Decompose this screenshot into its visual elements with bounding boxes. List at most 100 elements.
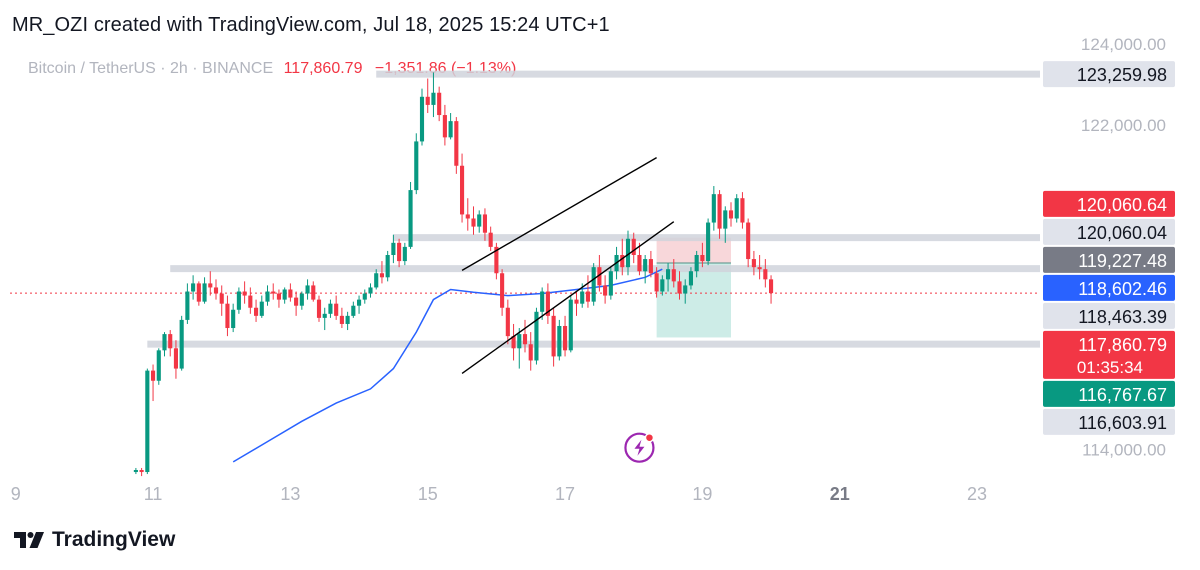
candle-body bbox=[459, 165, 465, 215]
candle-body bbox=[625, 238, 631, 268]
price-chart[interactable]: 114,000.00 122,000.00 124,000.00 123,259.9… bbox=[0, 0, 1200, 520]
candle bbox=[139, 467, 144, 477]
tradingview-brand[interactable]: TradingView bbox=[52, 528, 176, 551]
candle bbox=[625, 230, 631, 276]
candle bbox=[557, 319, 562, 361]
price-label-text: 119,227.48 bbox=[1078, 251, 1167, 271]
candle-body bbox=[202, 283, 207, 302]
x-tick-label: 21 bbox=[830, 484, 850, 504]
candle bbox=[271, 283, 276, 300]
footer: TradingView bbox=[14, 528, 175, 552]
candle-body bbox=[757, 267, 762, 270]
countdown-text: 01:35:34 bbox=[1077, 358, 1143, 377]
candle-body bbox=[522, 334, 528, 345]
candle bbox=[585, 275, 591, 308]
price-label-7: 116,767.67 bbox=[1043, 380, 1175, 407]
tradingview-logo-icon[interactable] bbox=[14, 530, 46, 550]
candle bbox=[517, 328, 522, 369]
candle-body bbox=[316, 299, 322, 318]
candle bbox=[500, 269, 505, 316]
candle bbox=[379, 261, 385, 284]
candle-body bbox=[139, 470, 144, 473]
candle-body bbox=[603, 285, 608, 296]
candle-body bbox=[288, 289, 293, 298]
candle bbox=[648, 250, 653, 278]
candle-body bbox=[711, 194, 716, 223]
candle bbox=[694, 250, 699, 278]
candle-body bbox=[494, 246, 499, 274]
candle bbox=[173, 340, 179, 379]
candle bbox=[723, 206, 728, 243]
candle bbox=[637, 242, 642, 276]
candle-body bbox=[591, 267, 596, 302]
candle-body bbox=[700, 255, 705, 262]
candle bbox=[574, 291, 579, 316]
candle bbox=[419, 88, 425, 146]
candle bbox=[339, 307, 344, 329]
candle bbox=[700, 242, 705, 268]
candle bbox=[191, 275, 196, 300]
candle-body bbox=[740, 198, 745, 223]
candle bbox=[768, 275, 774, 304]
candle-body bbox=[562, 325, 568, 351]
candle-body bbox=[265, 291, 270, 302]
candle-body bbox=[339, 315, 344, 324]
candle-body bbox=[608, 271, 613, 296]
candle bbox=[665, 263, 671, 292]
candle-body bbox=[574, 299, 579, 304]
candle-body bbox=[540, 291, 545, 312]
channel-lower-line bbox=[461, 221, 675, 375]
candle bbox=[351, 301, 356, 318]
candle-body bbox=[191, 283, 196, 292]
candle-body bbox=[276, 293, 282, 300]
candle-body bbox=[482, 214, 488, 233]
candle-body bbox=[763, 269, 768, 280]
candle-body bbox=[728, 210, 734, 219]
candle bbox=[751, 250, 756, 276]
candle-body bbox=[477, 214, 482, 227]
candle bbox=[294, 291, 299, 316]
candle-body bbox=[717, 194, 722, 229]
candle bbox=[471, 206, 476, 235]
candle-body bbox=[648, 259, 653, 274]
candle-body bbox=[505, 307, 510, 337]
candle bbox=[757, 255, 762, 280]
time-axis: 9 11 13 15 17 19 21 23 bbox=[11, 484, 987, 504]
candle-body bbox=[488, 232, 493, 247]
candle-body bbox=[150, 370, 156, 381]
candle-body bbox=[437, 92, 442, 116]
candle bbox=[362, 289, 367, 304]
candle-body bbox=[580, 291, 585, 304]
candle bbox=[437, 86, 442, 122]
candle bbox=[562, 315, 568, 357]
candle-body bbox=[471, 218, 476, 227]
candle-body bbox=[597, 267, 602, 286]
symbol-name[interactable]: Bitcoin / TetherUS · 2h · BINANCE bbox=[28, 60, 274, 77]
candle bbox=[654, 267, 659, 298]
candle-body bbox=[379, 273, 385, 278]
candle bbox=[442, 104, 447, 146]
price-labels: 123,259.98 120,060.64 120,060.04 119,227.48… bbox=[1043, 61, 1175, 435]
candle-body bbox=[282, 289, 287, 300]
candle bbox=[196, 281, 201, 306]
candle-body bbox=[677, 281, 682, 294]
candle-body bbox=[431, 92, 436, 105]
candle-body bbox=[448, 121, 453, 138]
candle bbox=[591, 263, 596, 306]
candle bbox=[505, 299, 510, 345]
price-label-text: 120,060.64 bbox=[1077, 195, 1167, 215]
candle bbox=[677, 271, 682, 300]
candle-body bbox=[419, 96, 425, 142]
price-label-bg bbox=[1043, 246, 1175, 273]
candle-body bbox=[253, 307, 259, 316]
candle bbox=[242, 281, 247, 304]
candle bbox=[545, 283, 550, 324]
candle-body bbox=[242, 291, 247, 296]
candle-body bbox=[225, 303, 230, 329]
candle bbox=[356, 295, 362, 314]
price-label-6: 117,860.79 01:35:34 bbox=[1043, 330, 1175, 379]
price-label-text: 116,603.91 bbox=[1078, 413, 1167, 433]
notification-dot bbox=[644, 432, 655, 443]
candle bbox=[150, 364, 156, 402]
candle bbox=[454, 117, 459, 174]
